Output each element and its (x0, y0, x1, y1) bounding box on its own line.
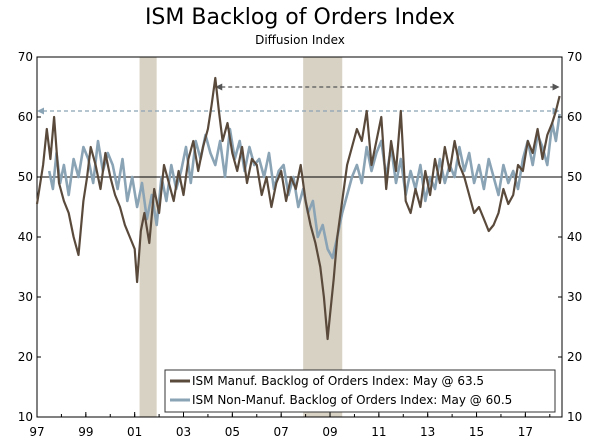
x-tick-label: 07 (274, 425, 289, 439)
recession-bands (139, 57, 343, 417)
y-tick-label-right: 60 (567, 110, 582, 124)
legend-label-manuf: ISM Manuf. Backlog of Orders Index: May … (192, 374, 484, 388)
y-tick-label-left: 20 (18, 350, 33, 364)
y-tick-label-right: 30 (567, 290, 582, 304)
series-line-manuf (35, 76, 561, 341)
x-tick-label: 09 (322, 425, 337, 439)
y-tick-label-left: 10 (18, 410, 33, 424)
legend: ISM Manuf. Backlog of Orders Index: May … (164, 369, 556, 413)
x-tick-label: 03 (176, 425, 191, 439)
tick-labels: 10 10 20 20 30 30 40 40 50 50 60 60 70 70 97 99 01 03 05 07… (18, 50, 583, 439)
y-tick-label-right: 50 (567, 170, 582, 184)
x-tick-label: 13 (420, 425, 435, 439)
chart-subtitle: Diffusion Index (255, 33, 345, 47)
annotation-arrowhead-left-2 (37, 107, 44, 115)
y-tick-label-left: 40 (18, 230, 33, 244)
x-tick-label: 11 (371, 425, 386, 439)
y-tick-label-left: 50 (18, 170, 33, 184)
annotation-arrowhead-right-1 (552, 83, 560, 91)
y-tick-label-right: 40 (567, 230, 582, 244)
x-tick-label: 99 (78, 425, 93, 439)
x-tick-label: 01 (127, 425, 142, 439)
x-tick-label: 15 (469, 425, 484, 439)
chart-title: ISM Backlog of Orders Index (144, 5, 456, 30)
annotation-arrowhead-left-1 (215, 83, 223, 91)
legend-box (164, 369, 556, 413)
x-tick-label: 17 (518, 425, 533, 439)
y-tick-label-right: 10 (567, 410, 582, 424)
y-tick-label-right: 70 (567, 50, 582, 64)
y-tick-label-left: 70 (18, 50, 33, 64)
y-tick-label-left: 30 (18, 290, 33, 304)
x-tick-label: 05 (225, 425, 240, 439)
y-tick-label-right: 20 (567, 350, 582, 364)
y-tick-label-left: 60 (18, 110, 33, 124)
annotation-arrows (37, 83, 560, 115)
x-tick-label: 97 (29, 425, 44, 439)
recession-band-2 (303, 57, 343, 417)
series-lines (35, 76, 561, 341)
legend-label-nonmanuf: ISM Non-Manuf. Backlog of Orders Index: … (192, 393, 512, 407)
